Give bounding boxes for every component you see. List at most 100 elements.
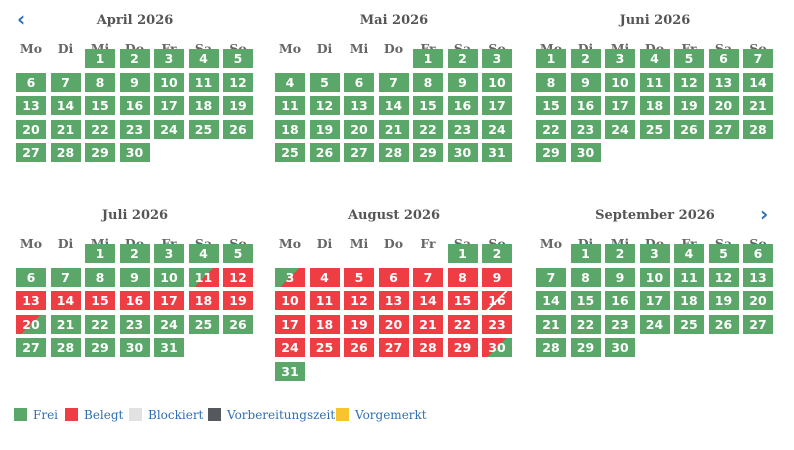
day-cell[interactable]: 19 bbox=[344, 314, 374, 334]
day-cell[interactable]: 6 bbox=[16, 72, 46, 92]
day-cell[interactable]: 18 bbox=[188, 96, 219, 115]
day-cell[interactable]: 17 bbox=[154, 291, 184, 310]
day-cell[interactable]: 2 bbox=[119, 49, 150, 68]
day-cell[interactable]: 3 bbox=[154, 244, 184, 263]
day-cell[interactable]: 22 bbox=[570, 314, 601, 334]
day-cell[interactable]: 19 bbox=[223, 291, 253, 310]
day-cell[interactable]: 20 bbox=[378, 314, 409, 334]
day-cell[interactable]: 10 bbox=[275, 291, 305, 310]
day-cell[interactable]: 5 bbox=[674, 49, 704, 68]
day-cell[interactable]: 15 bbox=[447, 291, 478, 310]
day-cell[interactable]: 23 bbox=[119, 314, 150, 334]
day-cell[interactable]: 10 bbox=[639, 267, 670, 287]
day-cell[interactable]: 21 bbox=[378, 119, 409, 139]
day-cell[interactable]: 8 bbox=[570, 267, 601, 287]
day-cell[interactable]: 29 bbox=[85, 143, 115, 162]
day-cell[interactable]: 20 bbox=[708, 96, 739, 115]
day-cell[interactable]: 27 bbox=[344, 143, 374, 162]
day-cell[interactable]: 11 bbox=[674, 267, 704, 287]
day-cell[interactable]: 30 bbox=[482, 338, 512, 357]
day-cell[interactable]: 8 bbox=[536, 72, 566, 92]
day-cell[interactable]: 5 bbox=[344, 267, 374, 287]
day-cell[interactable]: 25 bbox=[309, 338, 340, 357]
day-cell[interactable]: 21 bbox=[536, 314, 566, 334]
day-cell[interactable]: 2 bbox=[570, 49, 601, 68]
day-cell[interactable]: 28 bbox=[743, 119, 773, 139]
day-cell[interactable]: 23 bbox=[605, 314, 635, 334]
day-cell[interactable]: 22 bbox=[536, 119, 566, 139]
day-cell[interactable]: 4 bbox=[188, 244, 219, 263]
day-cell[interactable]: 1 bbox=[85, 49, 115, 68]
day-cell[interactable]: 28 bbox=[413, 338, 443, 357]
day-cell[interactable]: 22 bbox=[413, 119, 443, 139]
day-cell[interactable]: 7 bbox=[50, 267, 81, 287]
day-cell[interactable]: 31 bbox=[482, 143, 512, 162]
day-cell[interactable]: 24 bbox=[154, 314, 184, 334]
day-cell[interactable]: 9 bbox=[570, 72, 601, 92]
day-cell[interactable]: 30 bbox=[570, 143, 601, 162]
day-cell[interactable]: 16 bbox=[119, 96, 150, 115]
day-cell[interactable]: 3 bbox=[605, 49, 635, 68]
day-cell[interactable]: 27 bbox=[378, 338, 409, 357]
day-cell[interactable]: 17 bbox=[639, 291, 670, 310]
day-cell[interactable]: 26 bbox=[708, 314, 739, 334]
day-cell[interactable]: 24 bbox=[605, 119, 635, 139]
day-cell[interactable]: 13 bbox=[378, 291, 409, 310]
day-cell[interactable]: 17 bbox=[154, 96, 184, 115]
day-cell[interactable]: 14 bbox=[743, 72, 773, 92]
day-cell[interactable]: 26 bbox=[674, 119, 704, 139]
day-cell[interactable]: 13 bbox=[16, 96, 46, 115]
day-cell[interactable]: 4 bbox=[639, 49, 670, 68]
day-cell[interactable]: 13 bbox=[344, 96, 374, 115]
day-cell[interactable]: 7 bbox=[378, 72, 409, 92]
day-cell[interactable]: 11 bbox=[309, 291, 340, 310]
day-cell[interactable]: 11 bbox=[188, 72, 219, 92]
day-cell[interactable]: 3 bbox=[154, 49, 184, 68]
day-cell[interactable]: 10 bbox=[605, 72, 635, 92]
day-cell[interactable]: 9 bbox=[119, 267, 150, 287]
day-cell[interactable]: 5 bbox=[223, 244, 253, 263]
day-cell[interactable]: 15 bbox=[536, 96, 566, 115]
day-cell[interactable]: 29 bbox=[447, 338, 478, 357]
day-cell[interactable]: 5 bbox=[223, 49, 253, 68]
day-cell[interactable]: 20 bbox=[16, 119, 46, 139]
day-cell[interactable]: 5 bbox=[708, 244, 739, 263]
day-cell[interactable]: 8 bbox=[447, 267, 478, 287]
day-cell[interactable]: 30 bbox=[119, 338, 150, 357]
day-cell[interactable]: 29 bbox=[85, 338, 115, 357]
day-cell[interactable]: 23 bbox=[119, 119, 150, 139]
day-cell[interactable]: 17 bbox=[482, 96, 512, 115]
day-cell[interactable]: 3 bbox=[482, 49, 512, 68]
day-cell[interactable]: 4 bbox=[188, 49, 219, 68]
day-cell[interactable]: 14 bbox=[378, 96, 409, 115]
day-cell[interactable]: 14 bbox=[50, 291, 81, 310]
day-cell[interactable]: 13 bbox=[16, 291, 46, 310]
day-cell[interactable]: 12 bbox=[223, 72, 253, 92]
day-cell[interactable]: 29 bbox=[413, 143, 443, 162]
day-cell[interactable]: 18 bbox=[188, 291, 219, 310]
day-cell[interactable]: 20 bbox=[743, 291, 773, 310]
day-cell[interactable]: 17 bbox=[605, 96, 635, 115]
day-cell[interactable]: 28 bbox=[536, 338, 566, 357]
day-cell[interactable]: 24 bbox=[482, 119, 512, 139]
day-cell[interactable]: 20 bbox=[16, 314, 46, 334]
day-cell[interactable]: 23 bbox=[482, 314, 512, 334]
day-cell[interactable]: 6 bbox=[16, 267, 46, 287]
day-cell[interactable]: 9 bbox=[482, 267, 512, 287]
day-cell[interactable]: 12 bbox=[223, 267, 253, 287]
day-cell[interactable]: 4 bbox=[275, 72, 305, 92]
day-cell[interactable]: 17 bbox=[275, 314, 305, 334]
day-cell[interactable]: 21 bbox=[743, 96, 773, 115]
day-cell[interactable]: 26 bbox=[223, 119, 253, 139]
day-cell[interactable]: 7 bbox=[413, 267, 443, 287]
next-months-chevron-icon[interactable]: › bbox=[760, 202, 769, 226]
day-cell[interactable]: 16 bbox=[447, 96, 478, 115]
day-cell[interactable]: 25 bbox=[188, 119, 219, 139]
day-cell[interactable]: 9 bbox=[119, 72, 150, 92]
day-cell[interactable]: 3 bbox=[275, 267, 305, 287]
day-cell[interactable]: 1 bbox=[413, 49, 443, 68]
day-cell[interactable]: 16 bbox=[119, 291, 150, 310]
day-cell[interactable]: 27 bbox=[16, 143, 46, 162]
day-cell[interactable]: 21 bbox=[50, 314, 81, 334]
day-cell[interactable]: 18 bbox=[674, 291, 704, 310]
